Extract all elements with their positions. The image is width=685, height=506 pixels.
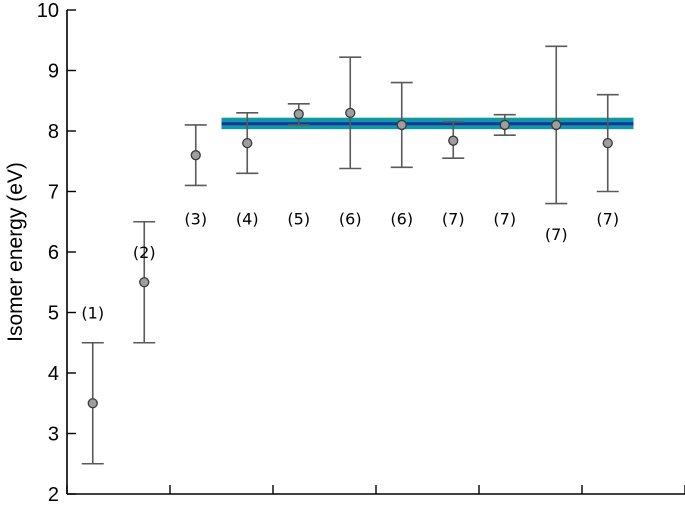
point-label: (2) [133,243,156,262]
data-point [87,398,98,409]
y-axis-title: Isomer energy (eV) [4,162,27,342]
data-point [499,119,510,131]
point-label: (7) [493,210,516,229]
y-tick-label: 4 [48,363,59,385]
y-tick-label: 7 [48,182,59,204]
data-point [396,119,407,131]
data-point [602,137,613,149]
data-point [190,150,201,161]
axes: 2 3 4 5 6 7 8 9 10 [37,0,685,506]
data-point [551,119,562,131]
point-label: (6) [339,210,362,229]
estimate-band [221,117,634,130]
reference-labels: (1) (2) (3) (4) (5) (6) (6) (7) (7) (7) (7) [81,210,619,323]
data-point [139,277,150,288]
y-tick-label: 3 [48,424,59,446]
point-label: (1) [81,304,104,323]
point-label: (4) [236,210,259,229]
data-point [448,135,459,146]
point-label: (7) [545,225,568,244]
point-label: (5) [287,210,310,229]
y-tick-label: 8 [48,121,59,143]
point-label: (7) [442,210,465,229]
y-tick-label: 5 [48,303,59,325]
y-tick-label: 10 [37,0,59,22]
data-point [345,107,356,118]
data-point [242,137,253,149]
point-label: (6) [390,210,413,229]
point-label: (3) [184,210,207,229]
data-points [87,107,613,409]
y-tick-label: 2 [48,484,59,506]
data-point [293,108,304,120]
y-tick-label: 6 [48,242,59,264]
y-tick-label: 9 [48,61,59,83]
point-label: (7) [596,210,619,229]
